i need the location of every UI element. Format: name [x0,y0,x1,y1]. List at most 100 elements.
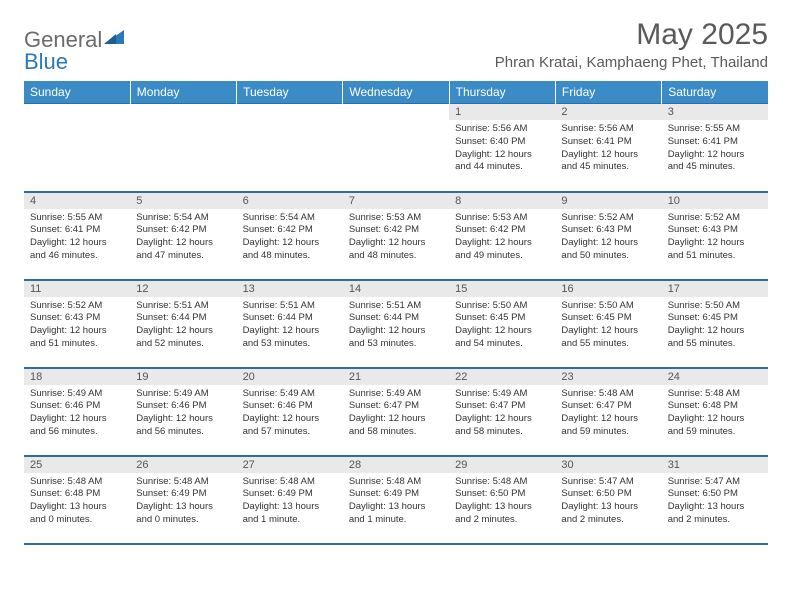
weekday-header: Thursday [449,81,555,104]
day-number: 17 [662,281,768,297]
calendar-cell: 27Sunrise: 5:48 AMSunset: 6:49 PMDayligh… [237,456,343,544]
day-number: 7 [343,193,449,209]
calendar-cell: 30Sunrise: 5:47 AMSunset: 6:50 PMDayligh… [555,456,661,544]
day-number: 11 [24,281,130,297]
day-info: Sunrise: 5:49 AMSunset: 6:47 PMDaylight:… [449,385,555,443]
calendar-cell: 3Sunrise: 5:55 AMSunset: 6:41 PMDaylight… [662,104,768,192]
calendar-cell: 26Sunrise: 5:48 AMSunset: 6:49 PMDayligh… [130,456,236,544]
calendar-cell: 5Sunrise: 5:54 AMSunset: 6:42 PMDaylight… [130,192,236,280]
weekday-header: Saturday [662,81,768,104]
day-info: Sunrise: 5:56 AMSunset: 6:41 PMDaylight:… [555,120,661,178]
day-info: Sunrise: 5:56 AMSunset: 6:40 PMDaylight:… [449,120,555,178]
calendar-row: 25Sunrise: 5:48 AMSunset: 6:48 PMDayligh… [24,456,768,544]
calendar-cell: 2Sunrise: 5:56 AMSunset: 6:41 PMDaylight… [555,104,661,192]
day-info: Sunrise: 5:48 AMSunset: 6:47 PMDaylight:… [555,385,661,443]
calendar-cell: 4Sunrise: 5:55 AMSunset: 6:41 PMDaylight… [24,192,130,280]
day-number: 6 [237,193,343,209]
calendar-cell: 20Sunrise: 5:49 AMSunset: 6:46 PMDayligh… [237,368,343,456]
calendar-cell: 24Sunrise: 5:48 AMSunset: 6:48 PMDayligh… [662,368,768,456]
day-info: Sunrise: 5:52 AMSunset: 6:43 PMDaylight:… [555,209,661,267]
calendar-cell: 21Sunrise: 5:49 AMSunset: 6:47 PMDayligh… [343,368,449,456]
day-number: 4 [24,193,130,209]
calendar-row: 18Sunrise: 5:49 AMSunset: 6:46 PMDayligh… [24,368,768,456]
calendar-body: 1Sunrise: 5:56 AMSunset: 6:40 PMDaylight… [24,104,768,544]
weekday-header: Tuesday [237,81,343,104]
calendar-cell [130,104,236,192]
day-info: Sunrise: 5:48 AMSunset: 6:49 PMDaylight:… [343,473,449,531]
calendar-cell: 18Sunrise: 5:49 AMSunset: 6:46 PMDayligh… [24,368,130,456]
day-number: 18 [24,369,130,385]
day-number: 30 [555,457,661,473]
day-number: 22 [449,369,555,385]
calendar-row: 1Sunrise: 5:56 AMSunset: 6:40 PMDaylight… [24,104,768,192]
day-number: 21 [343,369,449,385]
calendar-cell: 29Sunrise: 5:48 AMSunset: 6:50 PMDayligh… [449,456,555,544]
calendar-cell: 12Sunrise: 5:51 AMSunset: 6:44 PMDayligh… [130,280,236,368]
day-number: 12 [130,281,236,297]
day-info: Sunrise: 5:53 AMSunset: 6:42 PMDaylight:… [343,209,449,267]
calendar-cell [24,104,130,192]
day-info: Sunrise: 5:51 AMSunset: 6:44 PMDaylight:… [130,297,236,355]
day-number: 15 [449,281,555,297]
day-info: Sunrise: 5:48 AMSunset: 6:50 PMDaylight:… [449,473,555,531]
logo-text-blue: Blue [24,49,68,75]
calendar-cell: 17Sunrise: 5:50 AMSunset: 6:45 PMDayligh… [662,280,768,368]
day-number: 3 [662,104,768,120]
day-info: Sunrise: 5:50 AMSunset: 6:45 PMDaylight:… [662,297,768,355]
logo-triangle-icon [104,24,124,50]
calendar-cell: 16Sunrise: 5:50 AMSunset: 6:45 PMDayligh… [555,280,661,368]
calendar-cell [343,104,449,192]
day-info: Sunrise: 5:49 AMSunset: 6:46 PMDaylight:… [24,385,130,443]
calendar-row: 11Sunrise: 5:52 AMSunset: 6:43 PMDayligh… [24,280,768,368]
day-info: Sunrise: 5:50 AMSunset: 6:45 PMDaylight:… [449,297,555,355]
day-info: Sunrise: 5:52 AMSunset: 6:43 PMDaylight:… [662,209,768,267]
day-number: 14 [343,281,449,297]
day-info: Sunrise: 5:52 AMSunset: 6:43 PMDaylight:… [24,297,130,355]
calendar-cell: 13Sunrise: 5:51 AMSunset: 6:44 PMDayligh… [237,280,343,368]
logo: GeneralBlue [24,18,124,75]
day-number: 9 [555,193,661,209]
day-number: 28 [343,457,449,473]
day-info: Sunrise: 5:51 AMSunset: 6:44 PMDaylight:… [237,297,343,355]
calendar-cell: 9Sunrise: 5:52 AMSunset: 6:43 PMDaylight… [555,192,661,280]
day-number: 8 [449,193,555,209]
day-number: 25 [24,457,130,473]
day-number: 26 [130,457,236,473]
calendar-cell: 19Sunrise: 5:49 AMSunset: 6:46 PMDayligh… [130,368,236,456]
calendar-cell: 14Sunrise: 5:51 AMSunset: 6:44 PMDayligh… [343,280,449,368]
day-number: 23 [555,369,661,385]
day-number: 20 [237,369,343,385]
day-info: Sunrise: 5:49 AMSunset: 6:46 PMDaylight:… [130,385,236,443]
day-info: Sunrise: 5:55 AMSunset: 6:41 PMDaylight:… [24,209,130,267]
calendar-cell: 25Sunrise: 5:48 AMSunset: 6:48 PMDayligh… [24,456,130,544]
day-info: Sunrise: 5:49 AMSunset: 6:47 PMDaylight:… [343,385,449,443]
day-number: 16 [555,281,661,297]
month-title: May 2025 [495,18,768,52]
day-number: 13 [237,281,343,297]
calendar-cell: 6Sunrise: 5:54 AMSunset: 6:42 PMDaylight… [237,192,343,280]
weekday-header: Sunday [24,81,130,104]
calendar-cell: 15Sunrise: 5:50 AMSunset: 6:45 PMDayligh… [449,280,555,368]
day-info: Sunrise: 5:53 AMSunset: 6:42 PMDaylight:… [449,209,555,267]
calendar-cell: 11Sunrise: 5:52 AMSunset: 6:43 PMDayligh… [24,280,130,368]
day-info: Sunrise: 5:54 AMSunset: 6:42 PMDaylight:… [237,209,343,267]
day-number: 27 [237,457,343,473]
day-number: 19 [130,369,236,385]
calendar-cell [237,104,343,192]
calendar-header-row: SundayMondayTuesdayWednesdayThursdayFrid… [24,81,768,104]
day-info: Sunrise: 5:47 AMSunset: 6:50 PMDaylight:… [662,473,768,531]
day-number: 1 [449,104,555,120]
day-info: Sunrise: 5:47 AMSunset: 6:50 PMDaylight:… [555,473,661,531]
day-info: Sunrise: 5:48 AMSunset: 6:49 PMDaylight:… [237,473,343,531]
day-number: 5 [130,193,236,209]
day-number: 24 [662,369,768,385]
calendar-cell: 7Sunrise: 5:53 AMSunset: 6:42 PMDaylight… [343,192,449,280]
day-number: 29 [449,457,555,473]
calendar-cell: 28Sunrise: 5:48 AMSunset: 6:49 PMDayligh… [343,456,449,544]
header: GeneralBlue May 2025 Phran Kratai, Kamph… [24,18,768,75]
day-info: Sunrise: 5:51 AMSunset: 6:44 PMDaylight:… [343,297,449,355]
day-info: Sunrise: 5:49 AMSunset: 6:46 PMDaylight:… [237,385,343,443]
weekday-header: Monday [130,81,236,104]
calendar-cell: 22Sunrise: 5:49 AMSunset: 6:47 PMDayligh… [449,368,555,456]
title-block: May 2025 Phran Kratai, Kamphaeng Phet, T… [495,18,768,71]
